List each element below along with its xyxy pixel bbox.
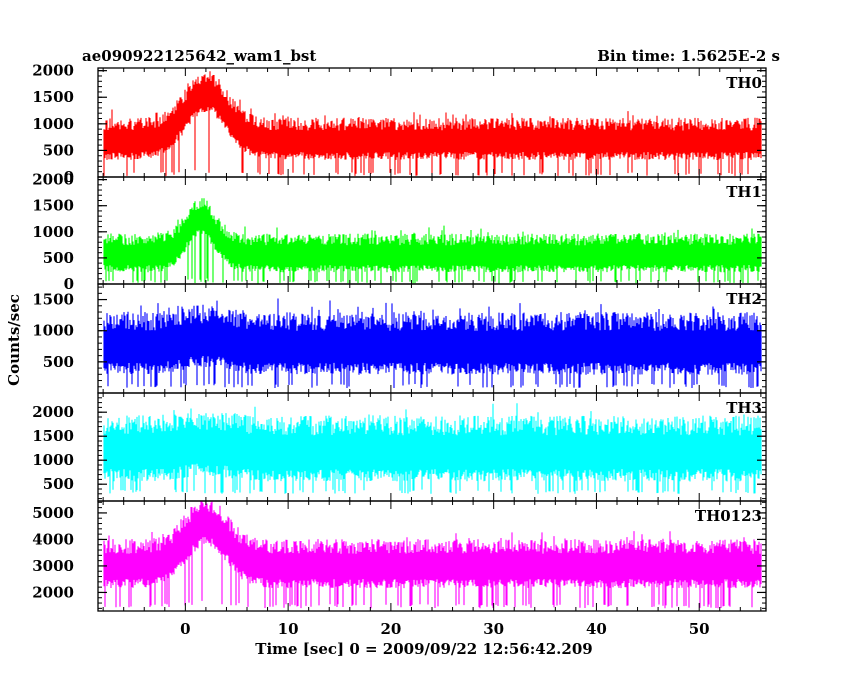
- x-tick-label: 40: [586, 620, 607, 638]
- panel-th2: 500 1000 1500 TH2: [32, 283, 767, 394]
- series-th3-trace: [103, 403, 762, 494]
- x-tick-label: 50: [689, 620, 710, 638]
- series-th2-trace: [103, 298, 762, 388]
- panel-label: TH0123: [695, 507, 762, 525]
- y-tick-label: 500: [43, 141, 74, 159]
- panels: 0 500 1000 1500 2000 TH0 0 500 1000 1500 2000 TH1 50…: [32, 62, 767, 612]
- y-tick-label: 4000: [32, 530, 74, 548]
- chart-title: ae090922125642_wam1_bst: [82, 47, 316, 65]
- x-tick-label: 30: [483, 620, 504, 638]
- y-tick-label: 0: [64, 275, 74, 293]
- bin-time-label: Bin time: 1.5625E-2 s: [597, 47, 780, 65]
- panel-th0: 0 500 1000 1500 2000 TH0: [32, 62, 767, 186]
- series-th0-trace: [103, 71, 762, 176]
- y-tick-label: 1500: [32, 427, 74, 445]
- y-tick-label: 3000: [32, 557, 74, 575]
- x-tick-label: 10: [278, 620, 299, 638]
- panel-th3: 500 1000 1500 2000 TH3: [32, 392, 767, 502]
- x-axis: 0 10 20 30 40 50: [180, 620, 710, 638]
- panel-label: TH2: [726, 290, 762, 308]
- y-tick-label: 500: [43, 353, 74, 371]
- y-tick-label: 1500: [32, 197, 74, 215]
- x-tick-label: 20: [380, 620, 401, 638]
- series-th0123-trace: [103, 501, 762, 609]
- y-tick-label: 1000: [32, 115, 74, 133]
- panel-label: TH0: [726, 74, 762, 92]
- y-tick-label: 2000: [32, 583, 74, 601]
- y-tick-label: 0: [64, 168, 74, 186]
- panel-th1: 0 500 1000 1500 2000 TH1: [32, 171, 767, 293]
- panel-th0123: 2000 3000 4000 5000 TH0123: [32, 500, 767, 612]
- panel-label: TH3: [726, 399, 762, 417]
- y-tick-label: 5000: [32, 504, 74, 522]
- panel-label: TH1: [726, 183, 762, 201]
- y-tick-label: 2000: [32, 62, 74, 80]
- y-axis-label: Counts/sec: [5, 294, 23, 386]
- y-tick-label: 1500: [32, 291, 74, 309]
- y-tick-label: 1000: [32, 451, 74, 469]
- y-tick-label: 2000: [32, 403, 74, 421]
- x-axis-label: Time [sec] 0 = 2009/09/22 12:56:42.209: [255, 640, 592, 658]
- y-tick-label: 500: [43, 475, 74, 493]
- y-tick-label: 1500: [32, 88, 74, 106]
- y-tick-label: 1000: [32, 223, 74, 241]
- y-tick-label: 500: [43, 249, 74, 267]
- series-th1-trace: [103, 198, 762, 284]
- x-tick-label: 0: [180, 620, 190, 638]
- y-tick-label: 2000: [32, 171, 74, 189]
- y-tick-label: 1000: [32, 322, 74, 340]
